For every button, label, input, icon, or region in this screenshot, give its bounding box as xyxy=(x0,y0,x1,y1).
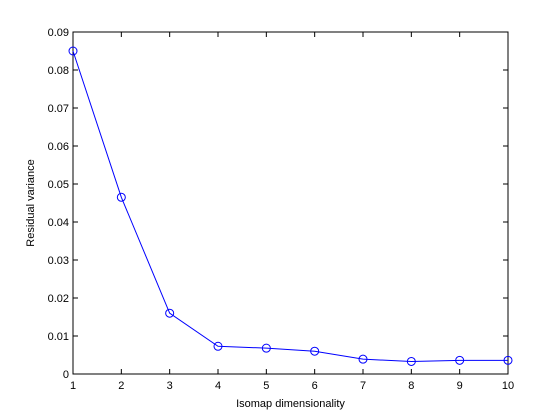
marker xyxy=(261,343,271,353)
marker xyxy=(116,192,126,202)
y-tick-label: 0.01 xyxy=(48,331,69,343)
y-tick-label: 0.05 xyxy=(48,179,69,191)
x-tick-label: 1 xyxy=(70,380,76,392)
y-tick-label: 0.03 xyxy=(48,255,69,267)
y-tick-label: 0.09 xyxy=(48,27,69,39)
y-axis-label: Residual variance xyxy=(25,159,37,246)
marker xyxy=(503,355,513,365)
x-tick-label: 4 xyxy=(215,380,221,392)
y-tick-label: 0.02 xyxy=(48,293,69,305)
x-tick-label: 7 xyxy=(360,380,366,392)
plot-frame xyxy=(72,31,509,375)
marker xyxy=(68,46,78,56)
x-tick-label: 10 xyxy=(502,380,514,392)
y-tick-label: 0.04 xyxy=(48,217,69,229)
x-tick-label: 9 xyxy=(457,380,463,392)
x-tick-label: 6 xyxy=(312,380,318,392)
marker xyxy=(165,308,175,318)
y-tick-label: 0.06 xyxy=(48,141,69,153)
y-tick-label: 0 xyxy=(63,369,69,381)
x-tick-label: 5 xyxy=(263,380,269,392)
x-tick-label: 8 xyxy=(408,380,414,392)
line xyxy=(72,50,508,362)
y-tick-label: 0.08 xyxy=(48,65,69,77)
marker xyxy=(213,341,223,351)
marker xyxy=(406,356,416,366)
x-axis-label: Isomap dimensionality xyxy=(236,398,345,410)
marker xyxy=(310,346,320,356)
y-tick-label: 0.07 xyxy=(48,103,69,115)
marker xyxy=(358,354,368,364)
x-tick-label: 2 xyxy=(118,380,124,392)
marker xyxy=(455,355,465,365)
x-tick-label: 3 xyxy=(167,380,173,392)
